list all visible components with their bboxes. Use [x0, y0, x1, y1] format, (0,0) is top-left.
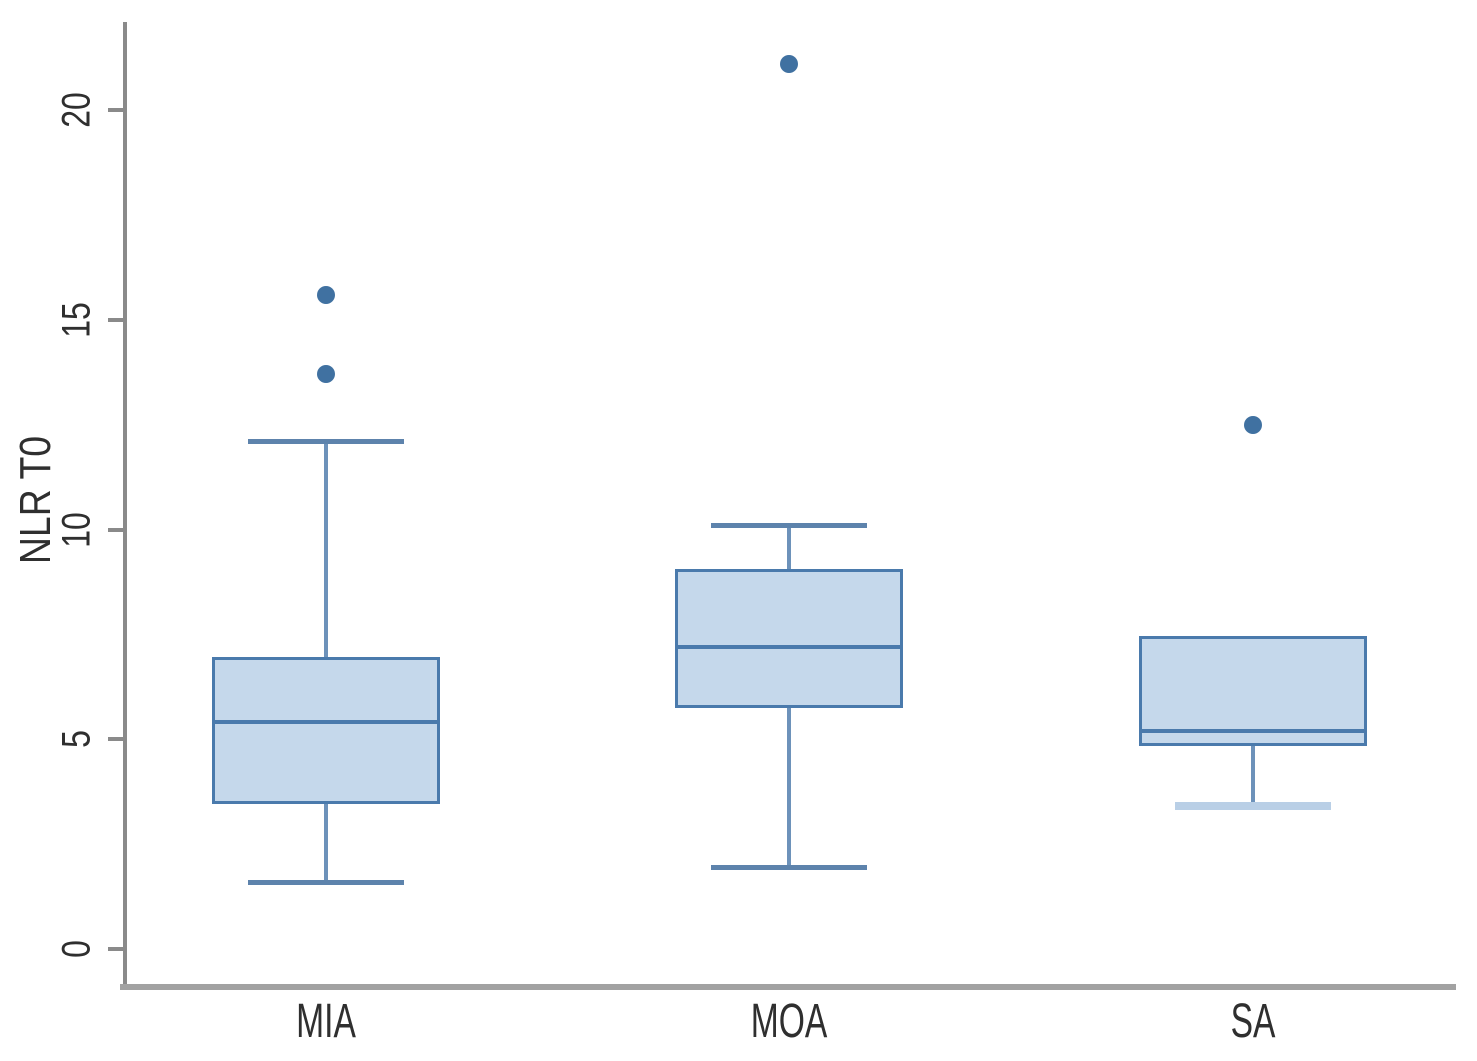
y-axis-line [123, 22, 127, 988]
y-tick-0 [108, 947, 125, 951]
x-axis-label-sa: SA [1230, 995, 1276, 1048]
x-axis-label-mia: MIA [296, 995, 356, 1048]
median-moa [675, 644, 903, 649]
y-tick-label-5: 5 [54, 730, 99, 749]
whisker-upper-mia [324, 441, 328, 658]
median-mia [212, 720, 440, 725]
cap-lower-moa [711, 865, 867, 871]
cap-lower-mia [248, 879, 404, 885]
box-mia [212, 657, 440, 805]
whisker-upper-moa [787, 525, 791, 570]
median-sa [1139, 728, 1367, 733]
outlier-mia-0 [317, 365, 335, 384]
whisker-lower-moa [787, 707, 791, 868]
cap-upper-mia [248, 439, 404, 445]
y-axis-title: NLR T0 [11, 435, 60, 565]
y-tick-label-0: 0 [54, 940, 99, 958]
y-tick-20 [108, 108, 125, 112]
box-moa [675, 569, 903, 708]
whisker-lower-sa [1251, 745, 1255, 807]
outlier-mia-1 [317, 285, 335, 304]
outlier-moa-0 [780, 54, 798, 73]
cap-upper-moa [711, 523, 867, 529]
box-sa [1139, 636, 1367, 746]
y-tick-label-10: 10 [54, 511, 99, 548]
outlier-sa-0 [1244, 415, 1262, 434]
y-tick-10 [108, 527, 125, 532]
x-axis-label-moa: MOA [750, 995, 828, 1048]
whisker-lower-mia [324, 804, 328, 882]
y-tick-label-15: 15 [54, 301, 99, 338]
y-tick-label-20: 20 [54, 92, 99, 128]
x-axis-line [120, 984, 1456, 990]
cap-lower-sa [1175, 802, 1331, 811]
y-tick-15 [108, 317, 125, 322]
y-tick-5 [108, 737, 125, 742]
